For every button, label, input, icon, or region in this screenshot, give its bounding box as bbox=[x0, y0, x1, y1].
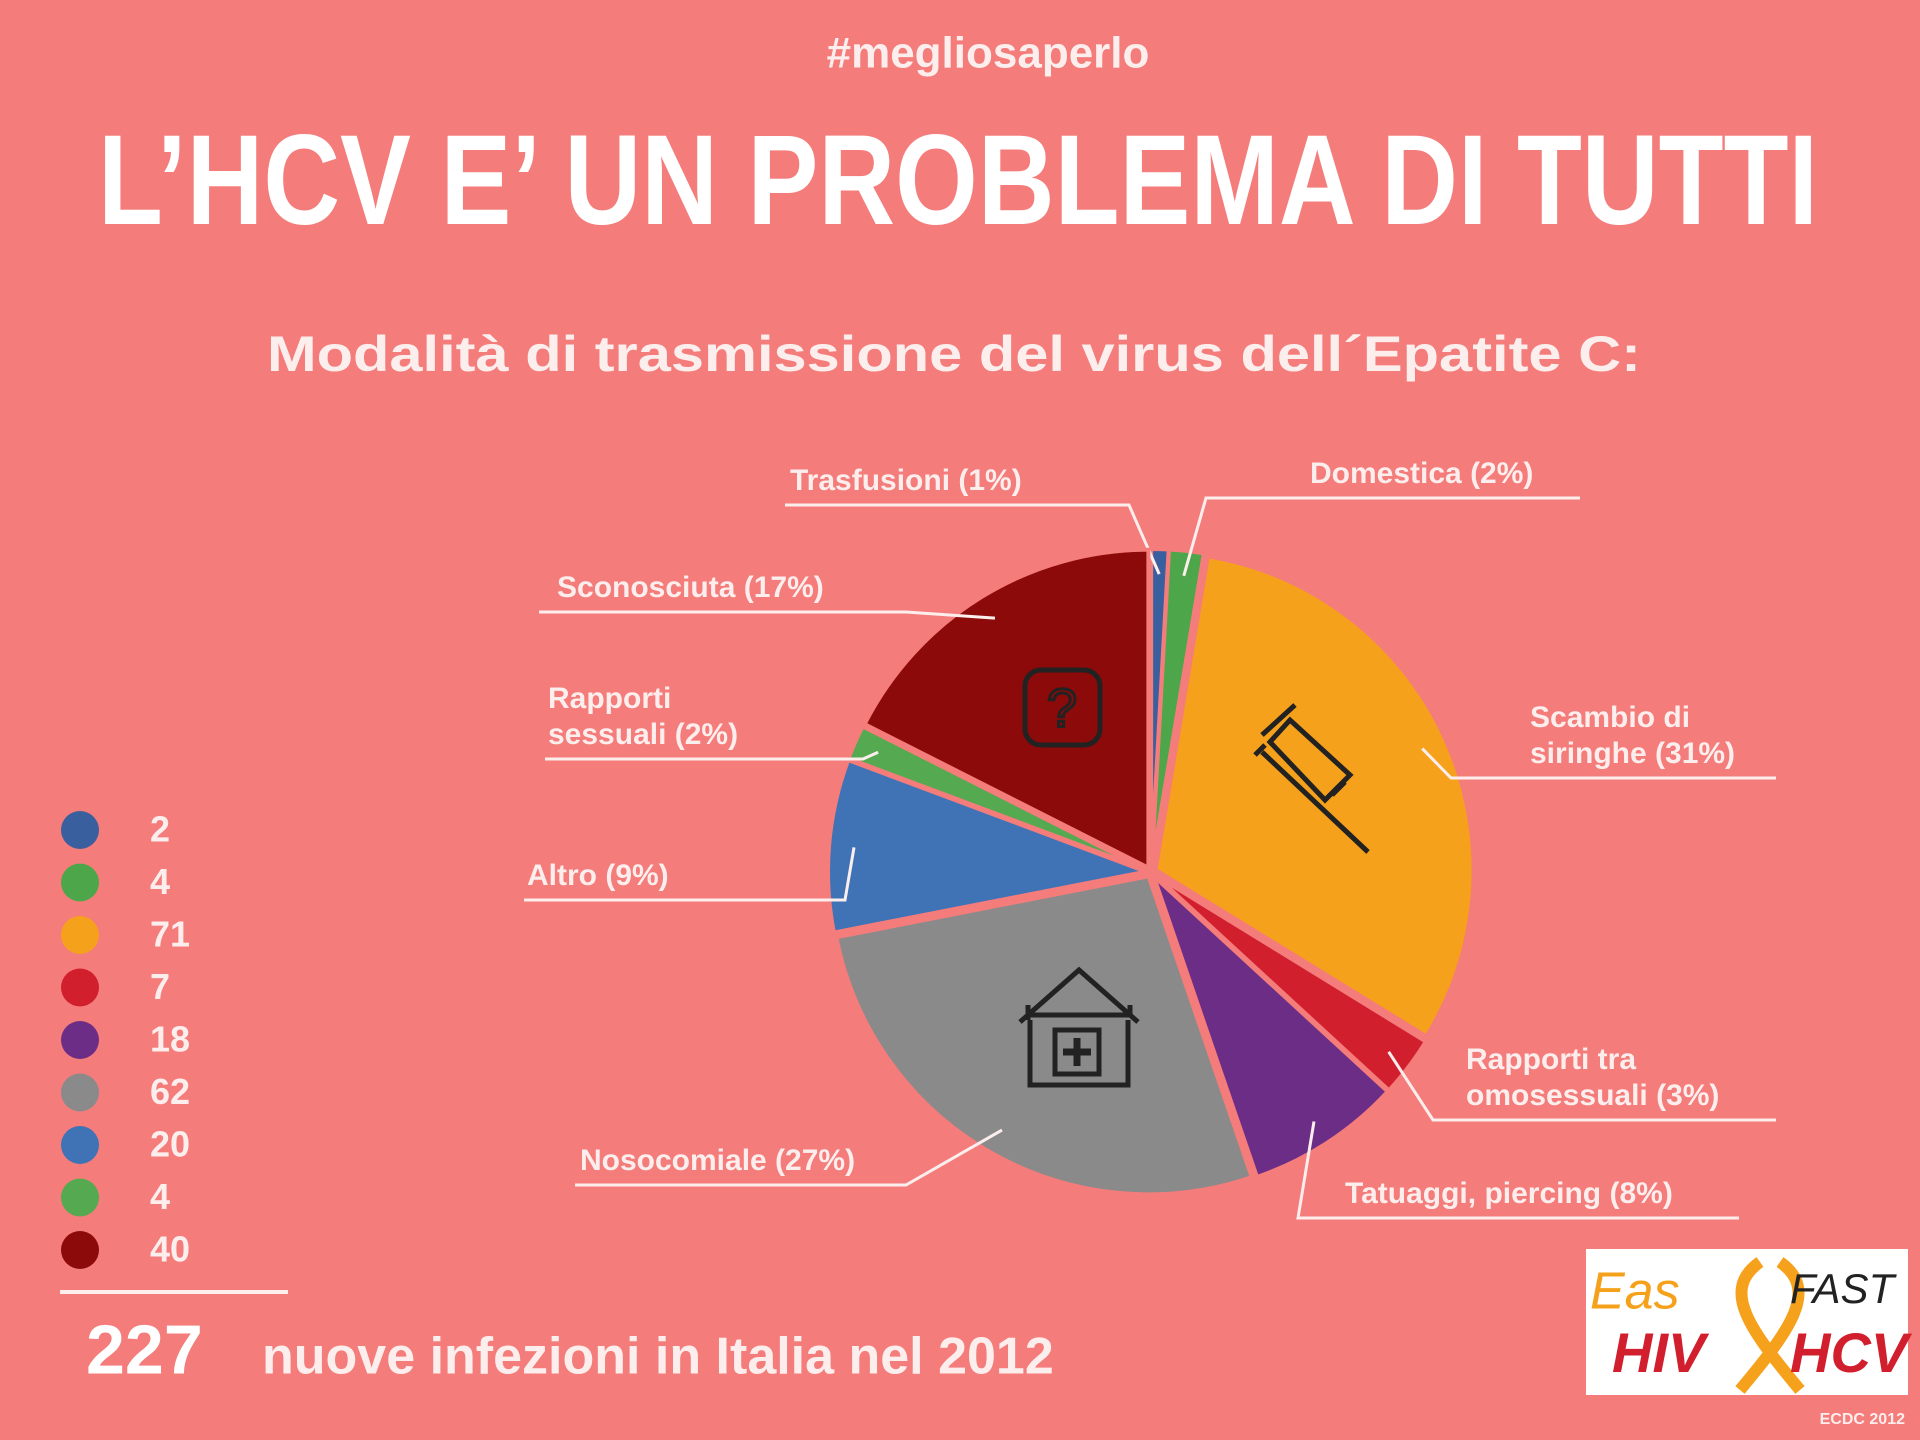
hospital-icon bbox=[1018, 966, 1140, 1088]
leader-line bbox=[1296, 1121, 1739, 1220]
chart-subtitle: Modalità di trasmissione del virus dell´… bbox=[267, 326, 1641, 382]
slice-label: Sconosciuta (17%) bbox=[557, 571, 824, 604]
legend-swatch bbox=[61, 1178, 99, 1217]
total: 227 bbox=[86, 1310, 203, 1388]
legend-value: 4 bbox=[150, 1176, 170, 1217]
source: ECDC 2012 bbox=[1820, 1411, 1905, 1428]
legend-swatch bbox=[61, 916, 99, 954]
slice-label: Domestica (2%) bbox=[1310, 457, 1534, 490]
legend-value: 7 bbox=[150, 966, 170, 1007]
pie bbox=[524, 496, 1776, 1220]
leader-line bbox=[545, 750, 879, 761]
leader-line bbox=[575, 1128, 1003, 1187]
logo-text: Eas bbox=[1590, 1263, 1680, 1321]
slice bbox=[861, 547, 1151, 871]
slice-label: Altro (9%) bbox=[527, 859, 669, 892]
leader-line bbox=[539, 610, 996, 620]
slice-label: Tatuaggi, piercing (8%) bbox=[1345, 1177, 1673, 1210]
slice-label: Rapporti sessuali (2%) bbox=[548, 682, 739, 751]
leader-line bbox=[1182, 496, 1580, 577]
logo-text: HIV bbox=[1612, 1321, 1710, 1384]
legend-value: 18 bbox=[150, 1019, 190, 1060]
logo-text: FAST bbox=[1790, 1265, 1898, 1312]
slice bbox=[1151, 874, 1391, 1180]
slice-label: Nosocomiale (27%) bbox=[580, 1144, 856, 1177]
legend-value: 20 bbox=[150, 1124, 190, 1165]
slice-label: Scambio di siringhe (31%) bbox=[1530, 701, 1736, 770]
legend-swatch bbox=[61, 1021, 99, 1059]
icons: ? bbox=[1018, 667, 1370, 1088]
legend-value: 4 bbox=[150, 861, 170, 902]
slice-label: Rapporti tra omosessuali (3%) bbox=[1466, 1043, 1720, 1112]
legend-swatch bbox=[61, 968, 99, 1007]
ribbon bbox=[1735, 1257, 1805, 1394]
slice bbox=[826, 757, 1154, 935]
logo: Eas FAST HIV HCV bbox=[1586, 1249, 1913, 1395]
leader-line bbox=[1421, 747, 1776, 780]
leader-line bbox=[1387, 1050, 1776, 1122]
slice bbox=[1149, 547, 1207, 868]
legend-value: 62 bbox=[150, 1071, 190, 1112]
slice bbox=[1153, 553, 1476, 1040]
logo-text: HCV bbox=[1790, 1321, 1913, 1384]
legend-swatch bbox=[61, 1231, 99, 1269]
headline: L’HCV E’ UN PROBLEMA DI TUTTI bbox=[98, 109, 1818, 252]
legend-value: 71 bbox=[150, 914, 190, 955]
legend-swatch bbox=[61, 811, 99, 849]
legend-swatch bbox=[61, 1073, 99, 1112]
question-icon bbox=[1022, 667, 1103, 748]
legend-swatch bbox=[61, 863, 99, 902]
question-mark: ? bbox=[1047, 678, 1077, 738]
slice bbox=[834, 874, 1255, 1197]
hospital-door bbox=[1052, 1027, 1102, 1077]
slice-label: Trasfusioni (1%) bbox=[790, 464, 1022, 497]
hashtag: #megliosaperlo bbox=[827, 29, 1150, 78]
legend: 2 4 71 7 18 62 20 4 40 bbox=[61, 809, 190, 1270]
legend-value: 40 bbox=[150, 1229, 190, 1270]
hospital-cross bbox=[1063, 1038, 1091, 1066]
legend-value: 2 bbox=[150, 809, 170, 850]
total-caption: nuove infezioni in Italia nel 2012 bbox=[262, 1328, 1054, 1386]
leader-line bbox=[524, 847, 856, 902]
syringe-icon bbox=[1253, 703, 1370, 854]
legend-swatch bbox=[61, 1126, 99, 1164]
